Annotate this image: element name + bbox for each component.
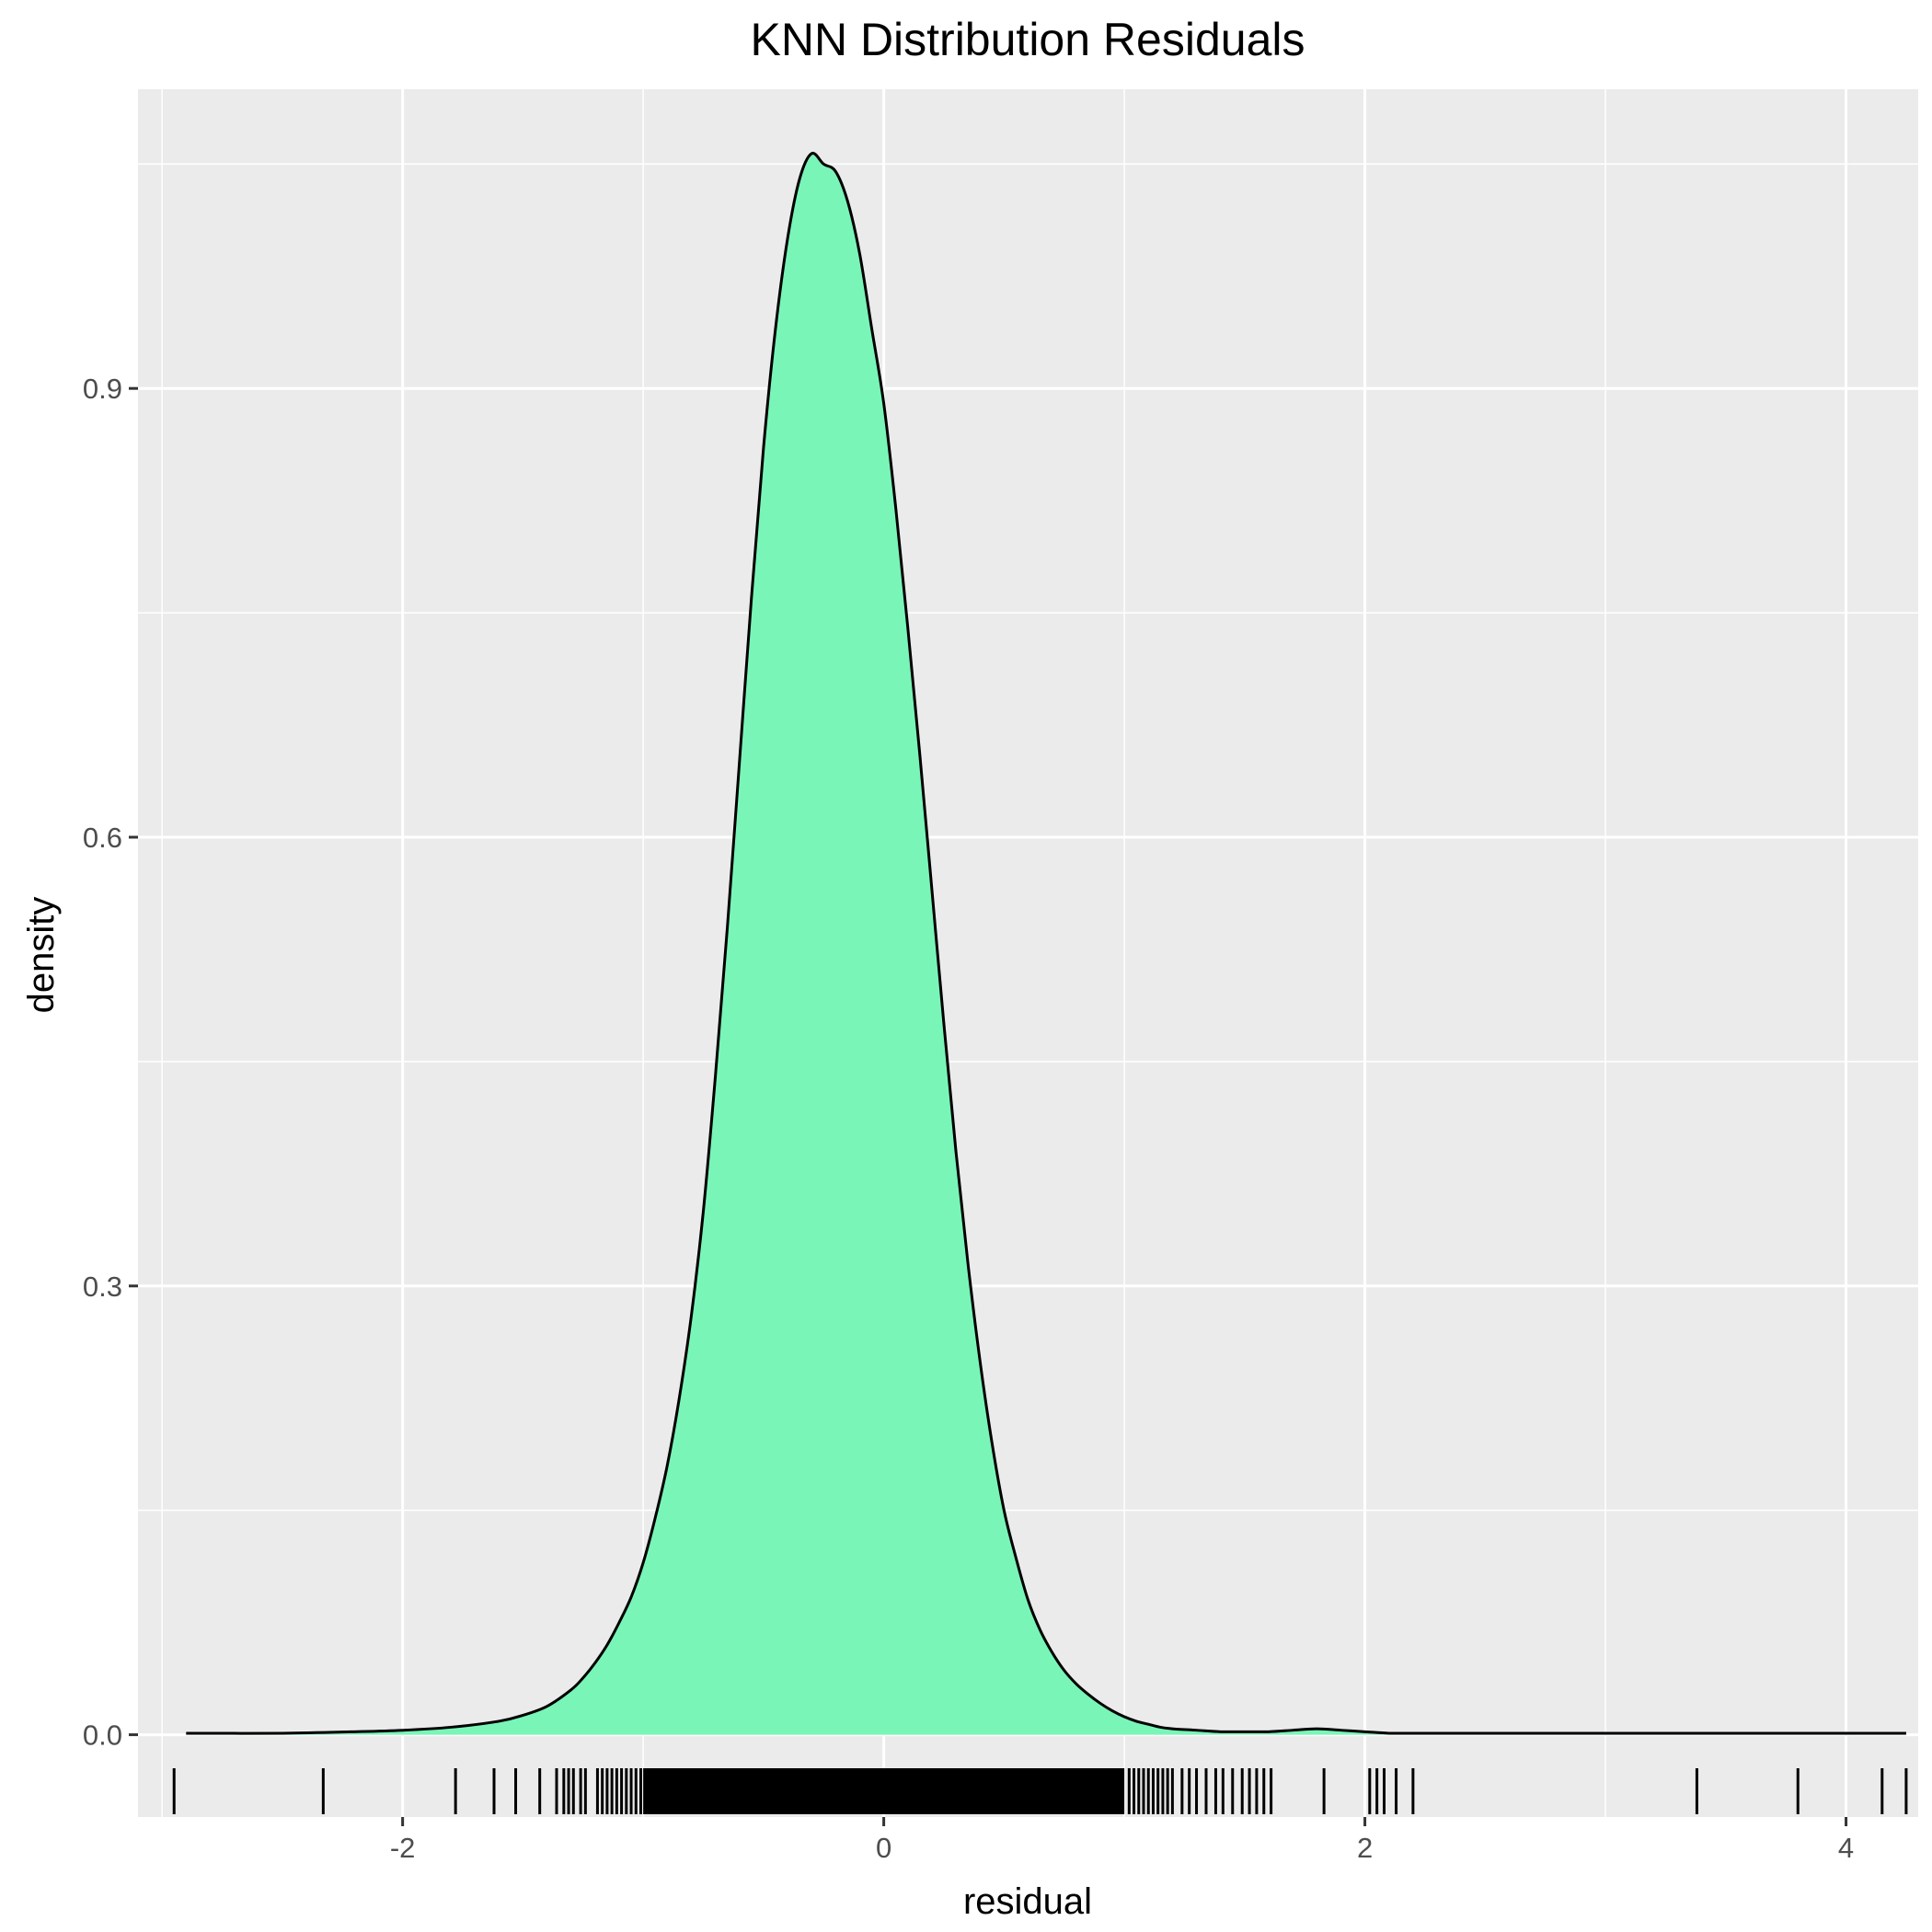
x-tick-label: 4 (1838, 1832, 1854, 1864)
x-tick-label: 0 (876, 1832, 891, 1864)
rug-marks (172, 1768, 1908, 1814)
chart-title: KNN Distribution Residuals (750, 14, 1305, 65)
x-tick-label: -2 (390, 1832, 416, 1864)
y-tick-label: 0.9 (83, 373, 122, 405)
density-area (186, 152, 1906, 1735)
x-tick-label: 2 (1357, 1832, 1373, 1864)
y-tick-label: 0.0 (83, 1719, 122, 1752)
y-tick-label: 0.6 (83, 822, 122, 854)
density-curve (186, 152, 1906, 1735)
rug-dense-band (643, 1768, 1125, 1814)
plot-panel (138, 89, 1918, 1817)
axes: -2 0 2 4 0.0 0.3 0.6 0.9 (83, 373, 1854, 1864)
x-axis-title: residual (963, 1881, 1092, 1922)
y-axis-title: density (21, 897, 62, 1014)
panel-background (138, 89, 1918, 1817)
y-tick-label: 0.3 (83, 1271, 122, 1303)
